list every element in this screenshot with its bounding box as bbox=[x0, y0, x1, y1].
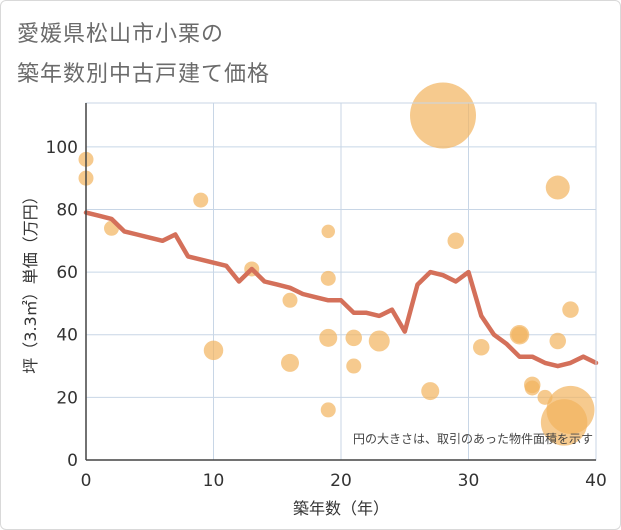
bubble-point bbox=[545, 175, 570, 200]
bubble-point bbox=[319, 328, 338, 347]
bubble-point bbox=[421, 382, 440, 401]
y-tick-label: 40 bbox=[56, 326, 78, 346]
bubble-point bbox=[511, 326, 528, 343]
bubble-point bbox=[473, 339, 490, 356]
bubble-point bbox=[549, 332, 566, 350]
x-tick-label: 30 bbox=[458, 471, 480, 491]
bubble-point bbox=[282, 292, 298, 308]
bubble-point bbox=[410, 82, 476, 149]
trend-line bbox=[83, 210, 599, 369]
bubble-point bbox=[368, 330, 390, 352]
y-tick-label: 20 bbox=[56, 388, 78, 408]
y-tick-label: 80 bbox=[56, 200, 78, 220]
axes bbox=[85, 102, 597, 461]
chart-title-line2: 築年数別中古戸建て価格 bbox=[17, 62, 271, 87]
x-tick-label: 10 bbox=[203, 471, 225, 491]
x-axis-label: 築年数（年） bbox=[293, 499, 389, 518]
bubble-point bbox=[546, 385, 595, 434]
bubble-point bbox=[320, 270, 336, 286]
y-axis-label: 坪（3.3㎡）単価（万円） bbox=[21, 188, 40, 373]
bubble-series bbox=[78, 82, 595, 446]
y-tick-label: 0 bbox=[67, 451, 78, 471]
tick-labels: 0 10 20 30 40 0 20 40 60 80 100 bbox=[46, 138, 607, 491]
bubble-point bbox=[346, 358, 362, 374]
x-tick-label: 20 bbox=[330, 471, 352, 491]
y-tick-label: 100 bbox=[46, 138, 78, 158]
bubble-point bbox=[345, 329, 362, 347]
bubble-size-note: 円の大きさは、取引のあった物件面積を示す bbox=[353, 431, 593, 446]
bubble-point bbox=[203, 340, 224, 361]
bubble-point bbox=[524, 380, 540, 396]
bubble-point bbox=[447, 232, 464, 250]
bubble-point bbox=[321, 224, 335, 239]
x-tick-label: 0 bbox=[81, 471, 92, 491]
bubble-point bbox=[193, 192, 209, 208]
chart-title-line1: 愛媛県松山市小栗の bbox=[17, 22, 225, 47]
y-tick-label: 60 bbox=[56, 263, 78, 283]
trend-line-series bbox=[83, 210, 599, 369]
x-tick-label: 40 bbox=[585, 471, 607, 491]
bubble-point bbox=[281, 353, 299, 372]
bubble-point bbox=[320, 402, 336, 418]
bubble-point bbox=[562, 301, 579, 318]
